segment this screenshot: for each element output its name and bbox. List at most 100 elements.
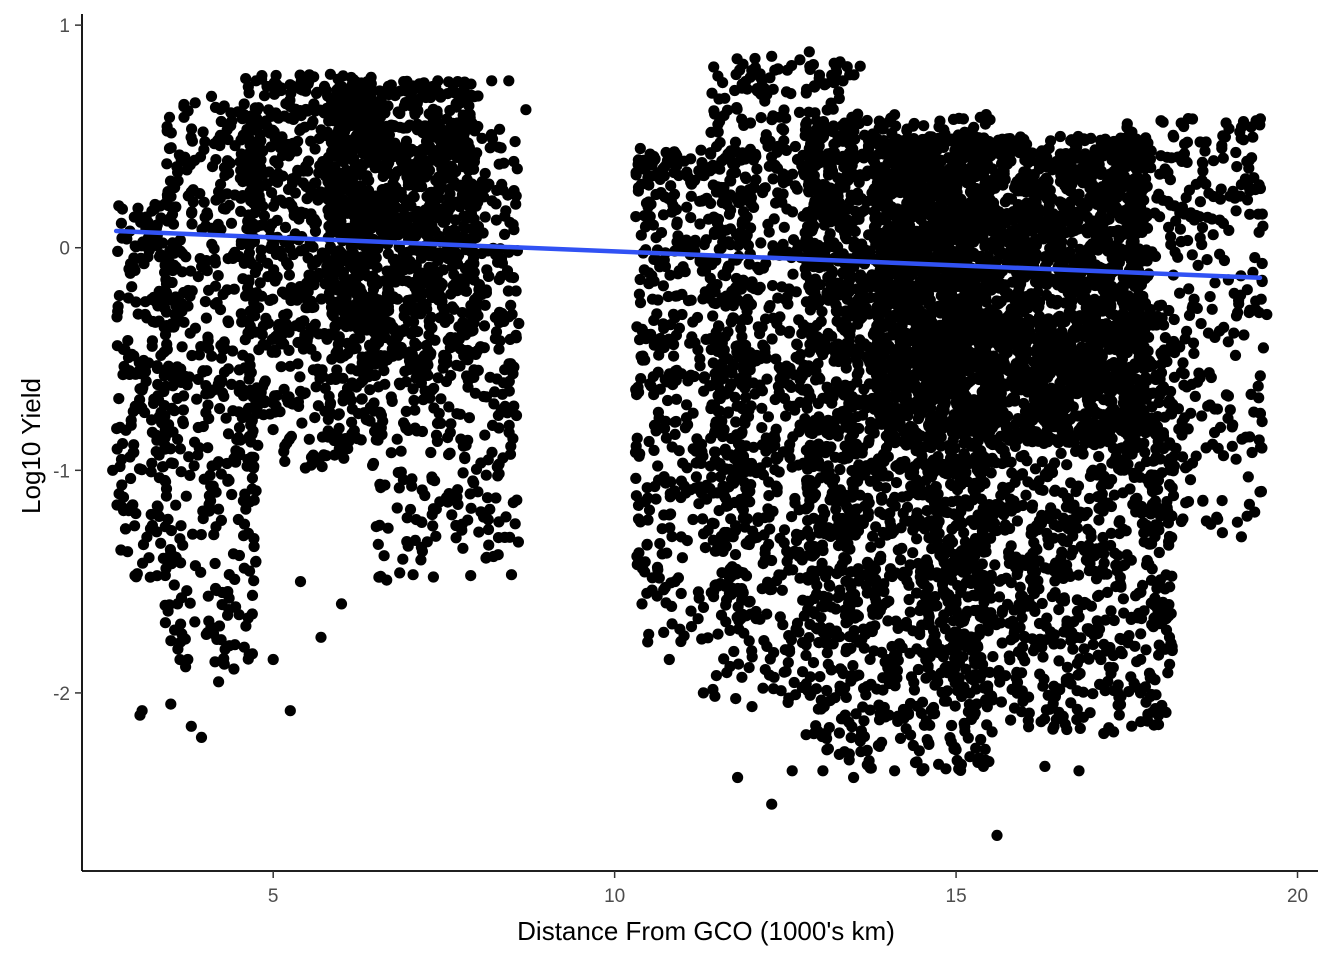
data-point — [381, 154, 393, 166]
data-point — [435, 393, 447, 405]
data-point — [876, 646, 888, 659]
data-point — [175, 466, 187, 478]
data-point — [452, 231, 464, 243]
data-point — [279, 440, 291, 452]
data-point — [172, 433, 184, 445]
data-point — [199, 136, 211, 148]
data-point — [203, 615, 215, 627]
data-point — [778, 392, 791, 405]
data-point — [356, 393, 368, 405]
data-point — [746, 701, 758, 713]
data-point — [296, 417, 308, 429]
data-point — [195, 529, 207, 541]
data-point — [404, 119, 416, 131]
data-point — [836, 664, 848, 676]
data-point — [757, 187, 769, 199]
data-point — [282, 259, 294, 271]
data-point — [438, 155, 450, 167]
data-point — [709, 446, 721, 458]
data-point — [665, 180, 677, 192]
data-point — [213, 620, 226, 632]
data-point — [404, 300, 416, 312]
data-point — [730, 68, 742, 81]
data-point — [668, 146, 680, 158]
data-point — [686, 178, 698, 190]
data-point — [209, 253, 221, 265]
data-point — [503, 385, 515, 397]
data-point — [298, 165, 310, 177]
data-point — [261, 121, 273, 133]
data-point — [630, 169, 642, 181]
data-point — [738, 363, 750, 375]
data-point — [751, 163, 763, 175]
data-point — [162, 605, 174, 617]
data-point — [458, 122, 470, 134]
data-point — [672, 230, 684, 242]
data-point — [135, 252, 147, 264]
data-point — [164, 544, 176, 556]
data-point — [130, 368, 142, 380]
data-point — [216, 599, 228, 611]
data-point — [721, 667, 733, 679]
data-point — [696, 633, 708, 645]
data-point — [249, 266, 261, 278]
data-point — [237, 162, 250, 174]
data-point — [744, 143, 757, 155]
data-point — [824, 580, 836, 592]
data-point — [722, 148, 734, 160]
data-point — [791, 339, 803, 351]
data-point — [812, 397, 824, 410]
data-point — [632, 558, 644, 570]
data-point — [666, 531, 678, 543]
data-point — [478, 390, 490, 403]
data-point — [346, 403, 358, 415]
data-point — [801, 116, 813, 128]
data-point — [440, 492, 453, 504]
data-point — [340, 433, 352, 445]
data-point — [801, 83, 813, 95]
data-point — [222, 428, 235, 440]
data-point — [202, 331, 214, 343]
data-point — [722, 263, 734, 275]
data-point — [650, 425, 662, 437]
data-point — [436, 181, 448, 193]
data-point — [416, 425, 428, 438]
data-point — [283, 269, 295, 281]
data-point — [112, 245, 124, 257]
data-point — [724, 174, 736, 186]
data-point — [715, 530, 727, 543]
data-point — [345, 147, 357, 159]
data-point — [407, 190, 420, 202]
data-point — [707, 310, 719, 322]
data-point — [463, 212, 475, 224]
data-point — [493, 516, 505, 528]
data-point — [251, 407, 263, 419]
data-point — [489, 386, 501, 398]
data-point — [197, 420, 209, 433]
data-point — [219, 170, 231, 182]
data-point — [128, 350, 140, 362]
data-point — [441, 211, 453, 223]
data-point — [827, 103, 839, 115]
data-point — [325, 226, 337, 238]
data-point — [372, 538, 384, 551]
data-point — [670, 329, 683, 341]
data-point — [788, 234, 800, 246]
data-point — [236, 316, 248, 328]
data-point — [511, 494, 523, 506]
data-point — [392, 106, 404, 118]
data-point — [347, 247, 360, 259]
data-point — [392, 229, 405, 241]
data-point — [453, 249, 465, 261]
data-point — [789, 180, 802, 192]
data-point — [784, 362, 796, 374]
data-point — [227, 548, 240, 560]
data-point — [251, 287, 263, 299]
data-point — [677, 261, 689, 273]
data-point — [405, 93, 417, 105]
data-point — [165, 635, 177, 647]
data-point — [858, 383, 870, 395]
data-point — [183, 371, 195, 383]
data-point — [162, 199, 174, 212]
data-point — [489, 311, 501, 323]
